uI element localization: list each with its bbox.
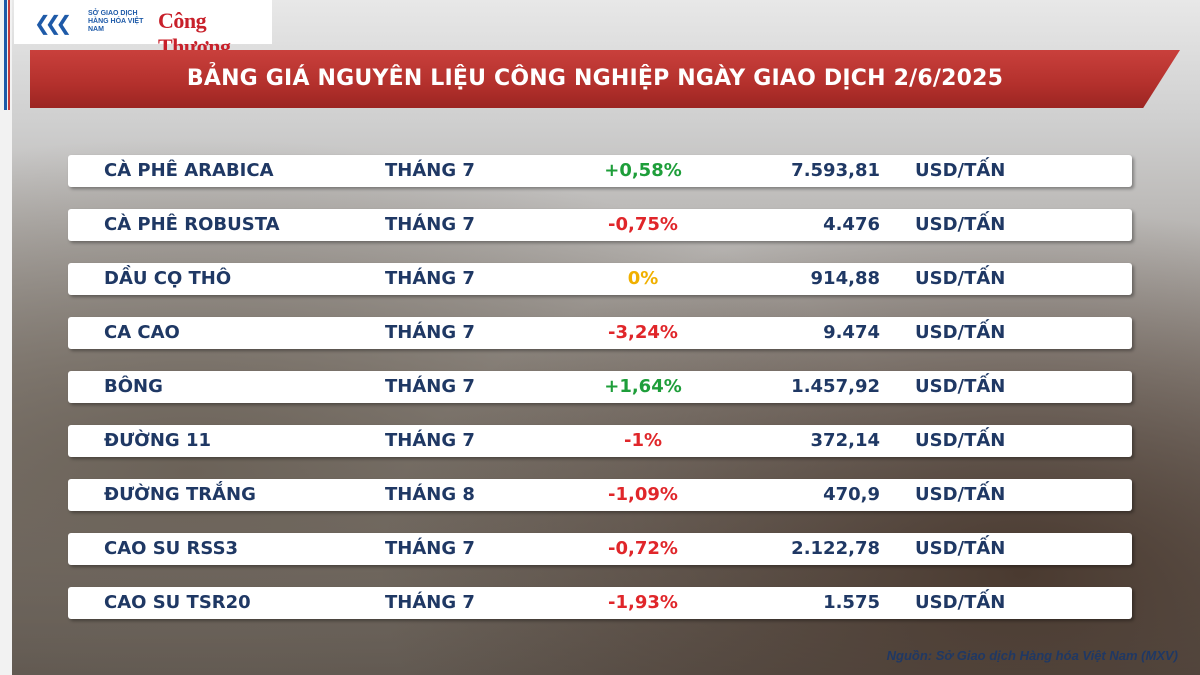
- price-value: 914,88: [810, 268, 880, 289]
- price-value: 7.593,81: [791, 160, 880, 181]
- table-row: CAO SU TSR20 THÁNG 7 -1,93% 1.575 USD/TẤ…: [68, 587, 1132, 619]
- price-change: +1,64%: [604, 376, 682, 397]
- price-unit: USD/TẤN: [915, 376, 1006, 397]
- price-value: 1.575: [823, 592, 880, 613]
- source-note: Nguồn: Sở Giao dịch Hàng hóa Việt Nam (M…: [886, 648, 1178, 663]
- price-value: 470,9: [823, 484, 880, 505]
- commodity-name: CÀ PHÊ ROBUSTA: [104, 214, 280, 235]
- price-unit: USD/TẤN: [915, 160, 1006, 181]
- contract-month: THÁNG 7: [385, 268, 475, 289]
- price-unit: USD/TẤN: [915, 214, 1006, 235]
- commodity-name: CÀ PHÊ ARABICA: [104, 160, 274, 181]
- table-row: ĐƯỜNG TRẮNG THÁNG 8 -1,09% 470,9 USD/TẤN: [68, 479, 1132, 511]
- logo-area: ❮❮❮ SỞ GIAO DỊCH HÀNG HÓA VIỆT NAM Công …: [14, 0, 272, 59]
- price-change: -1,93%: [608, 592, 678, 613]
- mxv-logo-text: SỞ GIAO DỊCH HÀNG HÓA VIỆT NAM: [88, 10, 144, 33]
- commodity-name: ĐƯỜNG TRẮNG: [104, 484, 256, 505]
- commodity-name: CAO SU TSR20: [104, 592, 251, 613]
- price-change: -0,75%: [608, 214, 678, 235]
- price-value: 9.474: [823, 322, 880, 343]
- red-stripe: [8, 0, 10, 110]
- commodity-name: CA CAO: [104, 322, 180, 343]
- price-unit: USD/TẤN: [915, 268, 1006, 289]
- price-value: 4.476: [823, 214, 880, 235]
- price-value: 2.122,78: [791, 538, 880, 559]
- commodity-name: CAO SU RSS3: [104, 538, 239, 559]
- mxv-chevron-logo-icon: ❮❮❮: [34, 11, 72, 35]
- price-change: -0,72%: [608, 538, 678, 559]
- contract-month: THÁNG 7: [385, 538, 475, 559]
- price-change: -1,09%: [608, 484, 678, 505]
- price-unit: USD/TẤN: [915, 592, 1006, 613]
- commodity-name: BÔNG: [104, 376, 163, 397]
- page-title: BẢNG GIÁ NGUYÊN LIỆU CÔNG NGHIỆP NGÀY GI…: [186, 66, 1004, 91]
- commodity-name: ĐƯỜNG 11: [104, 430, 211, 451]
- table-row: CAO SU RSS3 THÁNG 7 -0,72% 2.122,78 USD/…: [68, 533, 1132, 565]
- price-unit: USD/TẤN: [915, 484, 1006, 505]
- table-row: ĐƯỜNG 11 THÁNG 7 -1% 372,14 USD/TẤN: [68, 425, 1132, 457]
- table-row: CÀ PHÊ ARABICA THÁNG 7 +0,58% 7.593,81 U…: [68, 155, 1132, 187]
- contract-month: THÁNG 7: [385, 376, 475, 397]
- table-row: BÔNG THÁNG 7 +1,64% 1.457,92 USD/TẤN: [68, 371, 1132, 403]
- title-banner: [30, 50, 1180, 108]
- commodity-name: DẦU CỌ THÔ: [104, 268, 232, 289]
- price-change: -1%: [623, 430, 663, 451]
- price-unit: USD/TẤN: [915, 538, 1006, 559]
- price-unit: USD/TẤN: [915, 430, 1006, 451]
- contract-month: THÁNG 7: [385, 592, 475, 613]
- price-change: 0%: [627, 268, 659, 289]
- table-row: CÀ PHÊ ROBUSTA THÁNG 7 -0,75% 4.476 USD/…: [68, 209, 1132, 241]
- blue-stripe: [4, 0, 7, 110]
- contract-month: THÁNG 7: [385, 322, 475, 343]
- price-change: +0,58%: [604, 160, 682, 181]
- contract-month: THÁNG 7: [385, 160, 475, 181]
- price-value: 1.457,92: [791, 376, 880, 397]
- table-row: CA CAO THÁNG 7 -3,24% 9.474 USD/TẤN: [68, 317, 1132, 349]
- price-value: 372,14: [810, 430, 880, 451]
- price-unit: USD/TẤN: [915, 322, 1006, 343]
- table-row: DẦU CỌ THÔ THÁNG 7 0% 914,88 USD/TẤN: [68, 263, 1132, 295]
- contract-month: THÁNG 7: [385, 214, 475, 235]
- contract-month: THÁNG 8: [385, 484, 475, 505]
- contract-month: THÁNG 7: [385, 430, 475, 451]
- price-change: -3,24%: [608, 322, 678, 343]
- left-accent-bar: [0, 0, 12, 675]
